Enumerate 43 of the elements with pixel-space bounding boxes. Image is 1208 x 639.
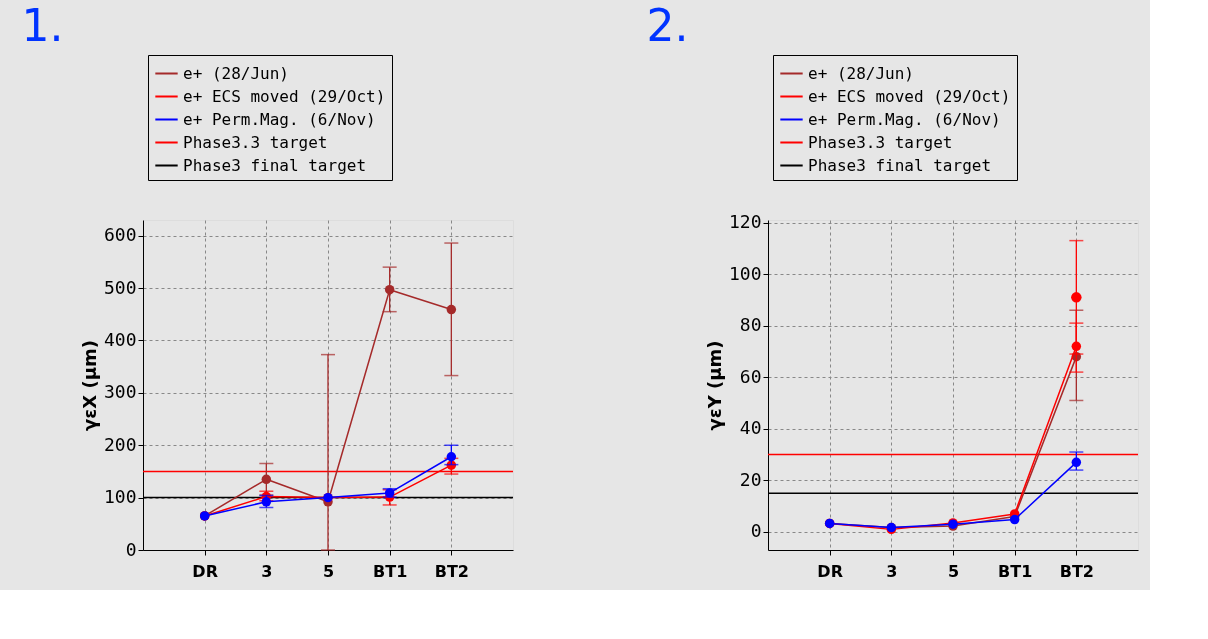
x-tick-label: 3	[261, 561, 273, 581]
legend-label: e+ Perm.Mag. (6/Nov)	[808, 109, 1001, 129]
y-tick-label: 60	[739, 365, 762, 387]
legend-label: e+ ECS moved (29/Oct)	[808, 86, 1011, 106]
x-tick-label: DR	[817, 561, 843, 581]
x-tick-label: 5	[322, 561, 335, 581]
x-tick-label: 3	[886, 561, 898, 581]
x-tick-label: BT2	[434, 561, 469, 581]
x-tick-label: BT1	[373, 561, 408, 581]
point	[446, 304, 457, 315]
legend-label: e+ ECS moved (29/Oct)	[183, 86, 386, 106]
y-tick-label: 600	[103, 224, 137, 246]
y-tick-label: 100	[728, 262, 762, 284]
y-tick-label: 300	[103, 381, 137, 403]
x-tick-label: 5	[947, 561, 960, 581]
y-tick-label: 0	[750, 520, 762, 542]
y-tick-label: 400	[103, 328, 137, 350]
y-tick-label: 100	[103, 486, 137, 508]
point	[446, 452, 457, 462]
legend-label: e+ (28/Jun)	[808, 63, 914, 83]
legend-label: Phase3 final target	[183, 155, 367, 175]
legend-label: Phase3.3 target	[808, 132, 953, 152]
point	[1071, 457, 1082, 468]
x-tick-label: BT2	[1059, 561, 1094, 581]
y-tick-label: 0	[125, 538, 137, 560]
y-tick-label: 20	[739, 468, 762, 490]
point	[261, 474, 272, 485]
y-tick-label: 120	[728, 211, 762, 233]
chart-title: 1.	[21, 0, 64, 51]
y-tick-label: 40	[739, 417, 762, 439]
legend-label: e+ Perm.Mag. (6/Nov)	[183, 109, 376, 129]
legend-label: Phase3 final target	[808, 155, 992, 175]
y-tick-label: 200	[103, 433, 137, 455]
x-tick-label: BT1	[998, 561, 1033, 581]
y-axis-title: γεY (μm)	[703, 340, 725, 431]
point	[384, 284, 395, 295]
y-tick-label: 500	[103, 276, 137, 298]
x-tick-label: DR	[192, 561, 218, 581]
y-axis-title: γεX (μm)	[78, 340, 100, 431]
y-tick-label: 80	[739, 314, 762, 336]
legend-label: e+ (28/Jun)	[183, 63, 289, 83]
legend-label: Phase3.3 target	[183, 132, 328, 152]
chart-title: 2.	[646, 0, 689, 51]
